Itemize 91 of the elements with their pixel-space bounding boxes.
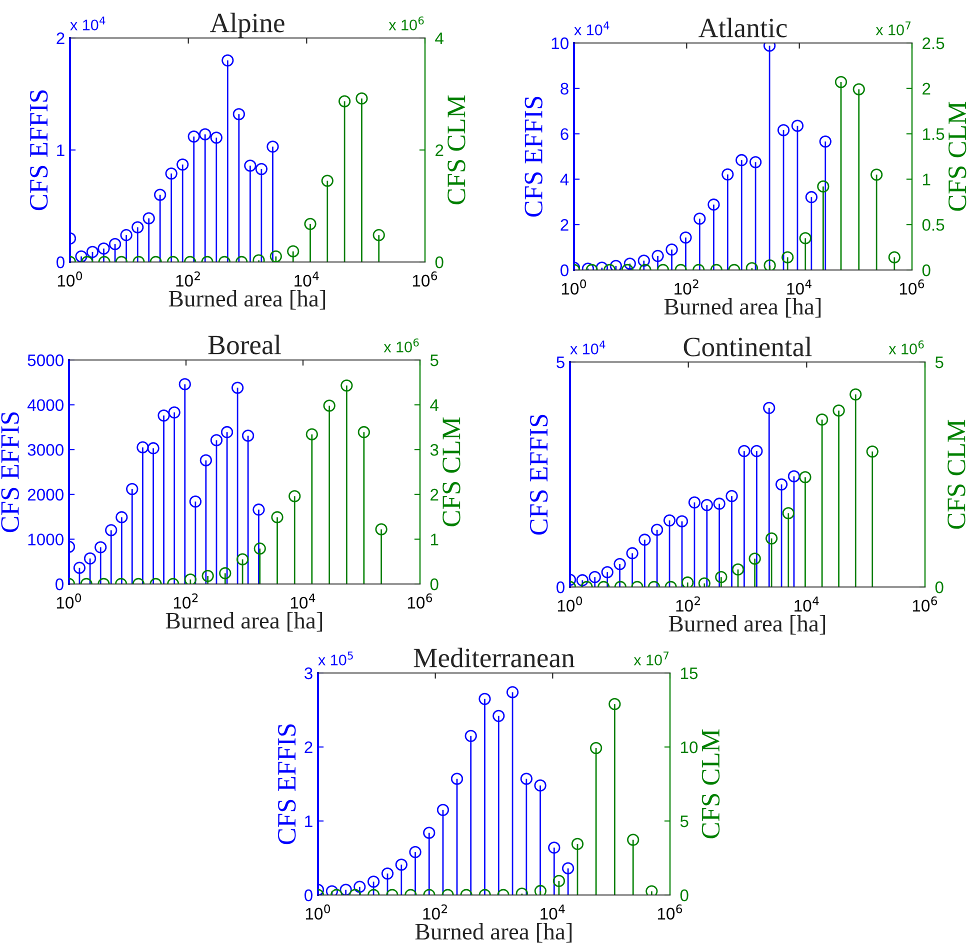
y-axis-title: CFS EFFIS xyxy=(30,90,48,210)
y-tick-label: 4000 xyxy=(27,399,64,412)
y2-tick-label: 5 xyxy=(680,816,688,828)
y-axis-title: CFS EFFIS xyxy=(1,412,19,532)
y2-tick-label: 0 xyxy=(935,581,944,594)
y2-axis-title: CFS CLM xyxy=(948,102,966,211)
text: x 10$^{4}$ xyxy=(70,16,106,30)
text: x 10$^{7}$ xyxy=(634,652,669,666)
x-tick-label: 10$^{6}$ xyxy=(658,904,682,920)
y-tick-label: 1 xyxy=(305,816,312,828)
x-tick-label: 10$^{0}$ xyxy=(562,279,586,295)
y2-tick-label: 1 xyxy=(430,534,438,546)
y2-tick-label: 2 xyxy=(430,488,438,500)
y2-axis-title: CFS CLM xyxy=(448,95,466,204)
x-tick-label: 10$^{4}$ xyxy=(540,904,565,920)
x-tick-label: 10$^{6}$ xyxy=(900,279,924,295)
y2-tick-label: 1 xyxy=(922,174,930,186)
y-tick-label: 5000 xyxy=(28,354,64,366)
y2-tick-label: 4 xyxy=(430,399,439,411)
y-tick-label: 0 xyxy=(56,256,64,268)
y2-tick-label: 0 xyxy=(680,889,688,902)
y-tick-label: 6 xyxy=(560,128,568,140)
x-tick-label: 10$^{2}$ xyxy=(676,596,700,612)
y-tick-label: 0 xyxy=(556,581,564,594)
y-axis-title: CFS EFFIS xyxy=(530,414,548,535)
text: x 10$^{5}$ xyxy=(318,652,353,666)
x-tick-label: 10$^{0}$ xyxy=(56,593,82,609)
y2-tick-label: 3 xyxy=(430,444,438,456)
y-tick-label: 1 xyxy=(57,144,64,156)
chart-title: Continental xyxy=(684,336,812,356)
y-tick-label: 0 xyxy=(304,889,312,902)
x-tick-label: 10$^{0}$ xyxy=(306,904,330,920)
text: x 10$^{6}$ xyxy=(388,16,424,30)
x-tick-label: 10$^{2}$ xyxy=(174,593,198,609)
y2-axis-title: CFS CLM xyxy=(948,420,966,529)
y2-axis-title: CFS CLM xyxy=(702,729,720,838)
x-axis-title: Burned area [ha] xyxy=(166,612,322,632)
x-axis-title: Burned area [ha] xyxy=(168,290,326,310)
y2-tick-label: 5 xyxy=(935,356,944,368)
y-tick-label: 3 xyxy=(304,667,312,680)
text: x 10$^{4}$ xyxy=(570,340,606,354)
y-tick-label: 0 xyxy=(56,578,64,590)
y-tick-label: 2000 xyxy=(28,488,64,501)
x-axis-title: Burned area [ha] xyxy=(415,923,572,943)
x-tick-label: 10$^{2}$ xyxy=(176,271,200,287)
y2-tick-label: 1.5 xyxy=(922,128,944,140)
text: x 10$^{6}$ xyxy=(888,340,924,354)
x-tick-label: 10$^{4}$ xyxy=(290,594,316,609)
x-tick-label: 10$^{0}$ xyxy=(558,596,582,612)
x-tick-label: 10$^{0}$ xyxy=(58,271,82,287)
y2-tick-label: 0 xyxy=(922,264,930,276)
y2-tick-label: 2 xyxy=(922,82,930,94)
y-axis-title: CFS EFFIS xyxy=(278,724,296,844)
y-tick-label: 3000 xyxy=(28,444,64,456)
y-tick-label: 2 xyxy=(304,741,312,754)
text: x 10$^{7}$ xyxy=(876,22,911,36)
y2-tick-label: 2.5 xyxy=(922,37,944,50)
y2-tick-label: 5 xyxy=(430,354,438,366)
text: x 10$^{6}$ xyxy=(384,338,419,352)
y2-tick-label: 0.5 xyxy=(922,219,944,231)
y-tick-label: 1000 xyxy=(28,534,64,546)
x-tick-label: 10$^{4}$ xyxy=(787,280,812,295)
y2-axis-title: CFS CLM xyxy=(442,417,460,526)
y-tick-label: 4 xyxy=(560,174,569,186)
x-tick-label: 10$^{4}$ xyxy=(794,596,819,612)
y-tick-label: 2 xyxy=(560,219,568,231)
x-tick-label: 10$^{6}$ xyxy=(912,596,938,612)
x-tick-label: 10$^{2}$ xyxy=(423,904,447,920)
chart-title: Alpine xyxy=(210,12,284,38)
y2-tick-label: 4 xyxy=(435,32,444,44)
y2-tick-label: 0 xyxy=(430,578,438,590)
x-tick-label: 10$^{6}$ xyxy=(408,593,432,609)
y-axis-title: CFS EFFIS xyxy=(524,96,542,217)
y2-tick-label: 0 xyxy=(435,256,444,268)
y2-tick-label: 15 xyxy=(680,668,698,680)
text: x 10$^{4}$ xyxy=(574,22,610,36)
y-tick-label: 5 xyxy=(556,356,564,368)
chart-title: Boreal xyxy=(208,334,281,354)
y-tick-label: 0 xyxy=(560,264,568,276)
x-axis-title: Burned area [ha] xyxy=(668,615,826,635)
y-tick-label: 2 xyxy=(56,32,64,44)
x-axis-title: Burned area [ha] xyxy=(664,298,821,318)
chart-title: Atlantic xyxy=(698,18,787,38)
y-tick-label: 10 xyxy=(552,37,568,50)
y2-tick-label: 10 xyxy=(680,741,698,754)
y-tick-label: 8 xyxy=(560,82,568,95)
chart-title: Mediterranean xyxy=(414,648,575,668)
x-tick-label: 10$^{2}$ xyxy=(674,279,698,295)
y2-tick-label: 2 xyxy=(436,144,444,156)
x-tick-label: 10$^{4}$ xyxy=(294,272,319,287)
x-tick-label: 10$^{6}$ xyxy=(412,271,438,287)
